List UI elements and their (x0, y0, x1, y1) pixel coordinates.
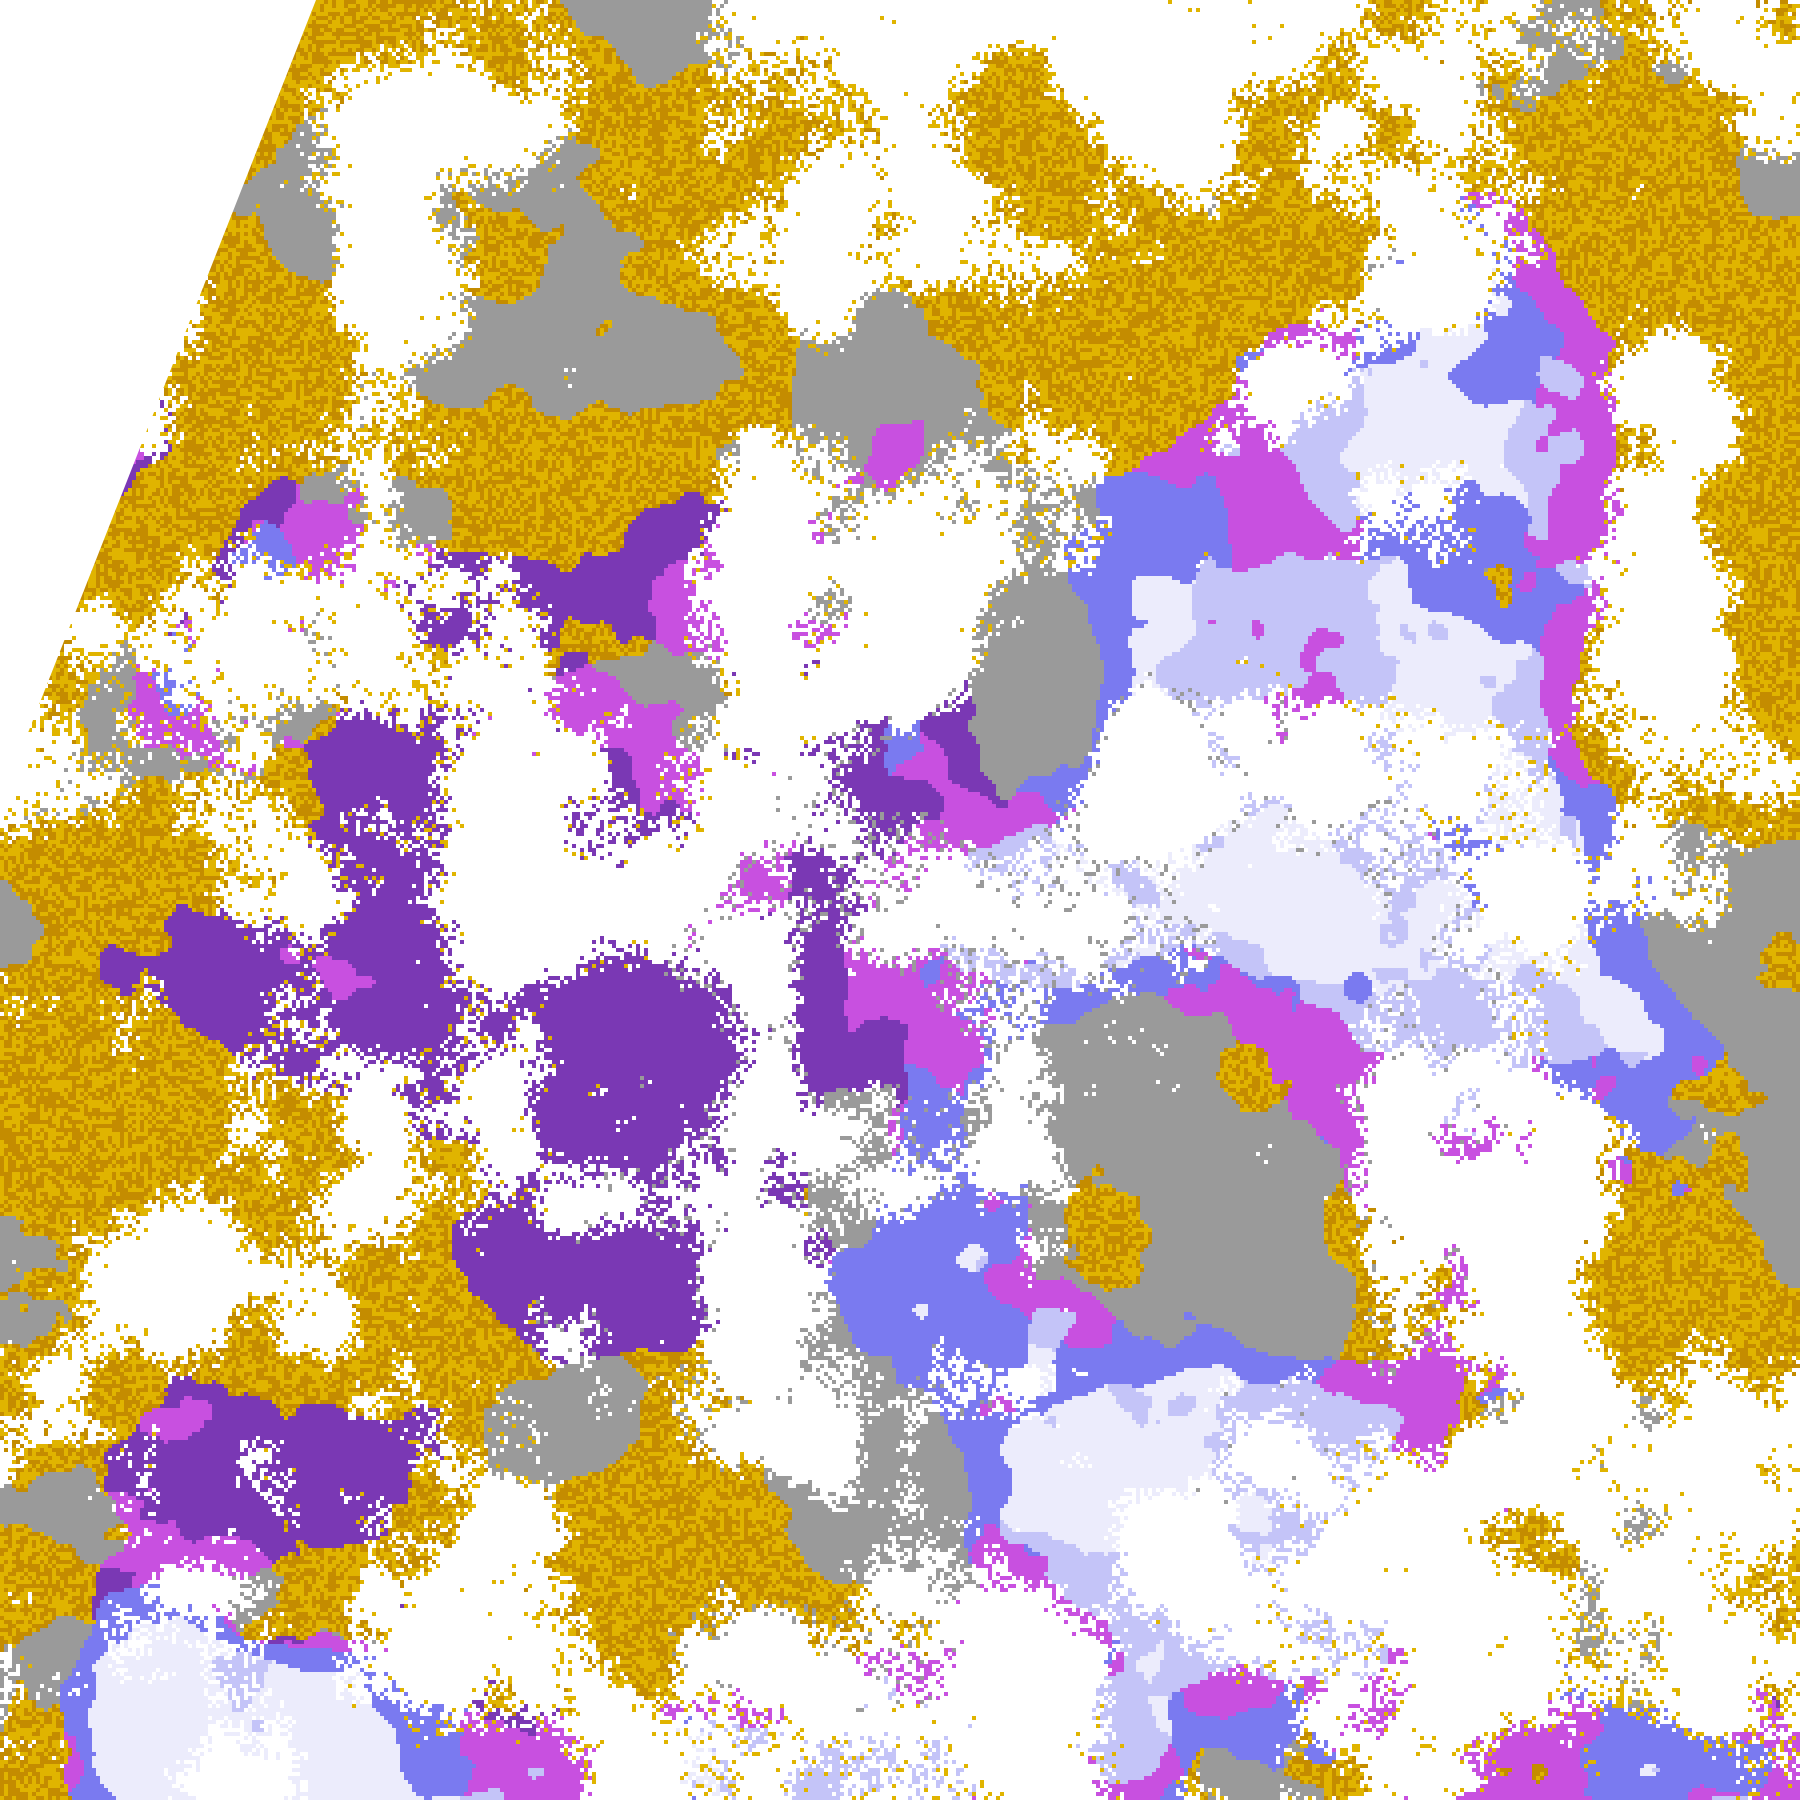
classification-raster (0, 0, 1800, 1800)
cloud-classification-map (0, 0, 1800, 1800)
